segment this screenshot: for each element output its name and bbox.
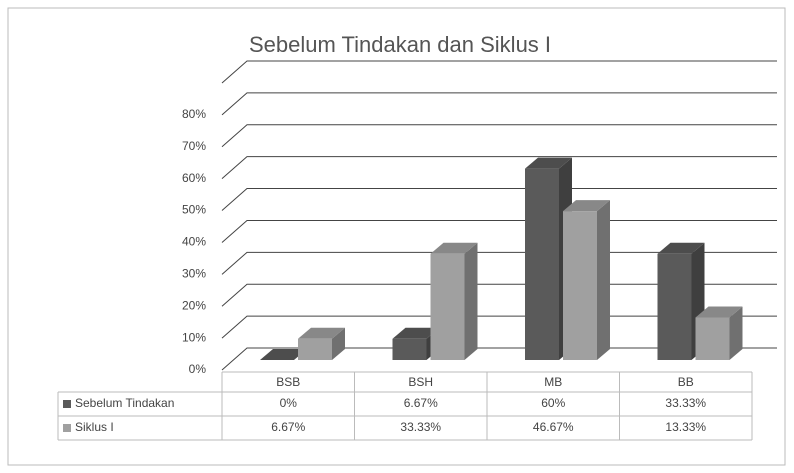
table-value: 0% <box>280 396 298 410</box>
y-tick-label: 50% <box>182 203 206 217</box>
chart-border <box>7 7 786 466</box>
grid-line <box>221 124 777 148</box>
y-tick-label: 80% <box>182 107 206 121</box>
bar-face <box>260 349 307 360</box>
table-value: 13.33% <box>665 420 706 434</box>
grid-line <box>221 156 777 180</box>
x-tick-label: MB <box>544 375 562 389</box>
bar-face <box>729 306 743 360</box>
bar-face <box>695 306 743 318</box>
chart-title: Sebelum Tindakan dan Siklus I <box>249 32 551 57</box>
table-value: 33.33% <box>665 396 706 410</box>
y-tick-label: 30% <box>182 267 206 281</box>
y-tick-label: 0% <box>189 362 207 376</box>
bar-face <box>525 168 559 360</box>
bar-face <box>430 242 478 254</box>
y-tick-label: 70% <box>182 139 206 153</box>
bar-face <box>430 253 465 360</box>
bar-face <box>597 200 610 360</box>
bar-face <box>525 157 572 169</box>
bar-face <box>392 327 440 339</box>
bar-face <box>392 338 427 360</box>
bar-face <box>563 200 610 212</box>
y-tick-label: 60% <box>182 171 206 185</box>
x-tick-label: BSB <box>276 375 300 389</box>
bar-face <box>332 327 345 360</box>
wall-top <box>221 60 777 84</box>
bar <box>430 242 478 360</box>
legend-swatch <box>63 424 71 432</box>
grid-line <box>221 92 777 116</box>
bar-face <box>298 338 332 360</box>
table-value: 6.67% <box>271 420 305 434</box>
x-tick-label: BSH <box>408 375 433 389</box>
bar-face <box>298 327 345 339</box>
x-tick-label: BB <box>678 375 694 389</box>
legend-swatch <box>63 400 71 408</box>
bar <box>563 200 610 360</box>
bar-face <box>657 253 692 360</box>
y-tick-label: 40% <box>182 235 206 249</box>
table-value: 60% <box>541 396 565 410</box>
bar <box>392 327 440 360</box>
bar <box>260 349 307 360</box>
bar-face <box>657 242 705 254</box>
bar <box>298 327 345 360</box>
table-value: 6.67% <box>404 396 438 410</box>
y-tick-label: 10% <box>182 330 206 344</box>
legend-label: Siklus I <box>75 420 114 434</box>
bar-face <box>464 242 478 360</box>
bar-face <box>695 317 730 360</box>
bar-face <box>563 211 597 360</box>
y-tick-label: 20% <box>182 298 206 312</box>
bar <box>695 306 743 360</box>
legend-label: Sebelum Tindakan <box>75 396 174 410</box>
table-value: 33.33% <box>400 420 441 434</box>
grid-line <box>221 188 777 211</box>
table-value: 46.67% <box>533 420 574 434</box>
